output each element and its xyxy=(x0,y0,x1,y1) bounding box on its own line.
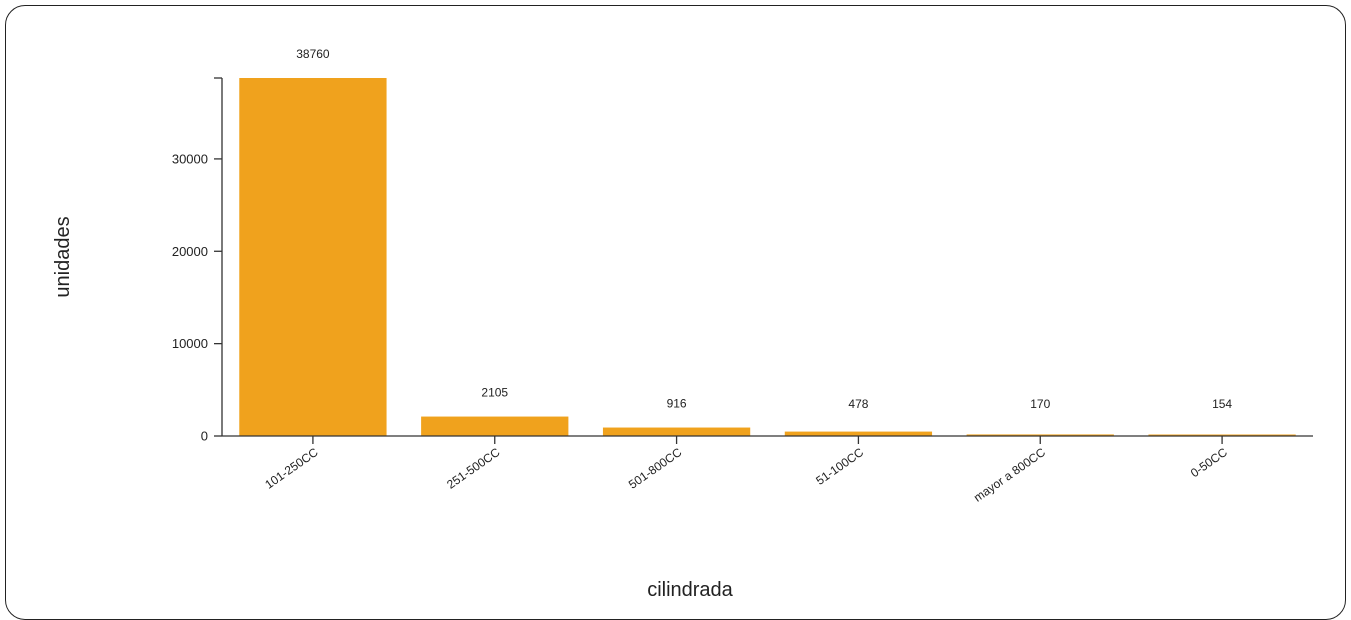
bar[interactable] xyxy=(784,431,933,436)
x-category-label: 101-250CC xyxy=(262,445,321,492)
x-ticks: 101-250CC 251-500CC 501-800CC 51-100CC mayor… xyxy=(262,436,1230,505)
bar[interactable] xyxy=(602,427,751,436)
bar-value-label: 170 xyxy=(1030,397,1050,411)
bar[interactable] xyxy=(421,416,569,436)
axes-layer xyxy=(214,77,1313,437)
bar-value-labels: 38760 2105 916 478 170 154 xyxy=(296,47,1232,411)
y-axis-title: unidades xyxy=(52,216,74,297)
bar[interactable] xyxy=(1148,434,1296,437)
x-category-label: 0-50CC xyxy=(1188,445,1230,480)
y-tick-label: 0 xyxy=(201,429,208,444)
y-tick-label: 10000 xyxy=(172,336,208,351)
bar[interactable] xyxy=(239,78,387,436)
x-axis-title: cilindrada xyxy=(647,579,733,601)
y-ticks: 0 10000 20000 30000 xyxy=(172,151,222,444)
bar-value-label: 38760 xyxy=(296,47,330,61)
bar-value-label: 2105 xyxy=(481,386,508,400)
bar-value-label: 478 xyxy=(848,397,868,411)
x-category-label: 501-800CC xyxy=(626,445,685,492)
y-tick-label: 30000 xyxy=(172,151,208,166)
bar-value-label: 154 xyxy=(1212,397,1232,411)
bar-value-label: 916 xyxy=(667,397,687,411)
x-category-label: 51-100CC xyxy=(813,445,866,488)
bar[interactable] xyxy=(966,434,1114,436)
bars-layer xyxy=(239,78,1296,437)
chart-frame xyxy=(5,5,1346,620)
y-tick-label: 20000 xyxy=(172,244,208,259)
x-category-label: 251-500CC xyxy=(444,445,503,492)
x-category-label: mayor a 800CC xyxy=(971,445,1048,505)
